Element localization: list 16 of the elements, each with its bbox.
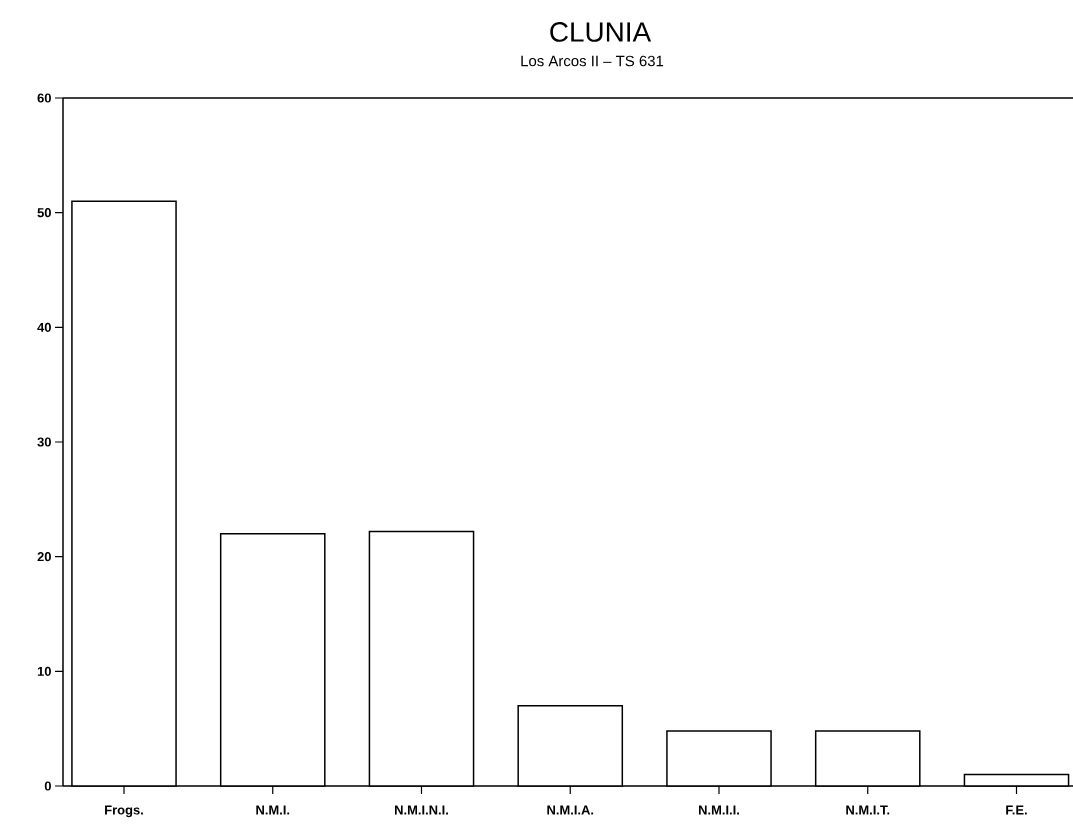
x-tick-label: N.M.I.I. bbox=[698, 805, 739, 815]
y-tick-label: 60 bbox=[37, 93, 51, 103]
y-tick-label: 0 bbox=[44, 781, 51, 791]
x-tick-label: Frogs. bbox=[105, 805, 143, 818]
y-tick-label: 40 bbox=[37, 322, 51, 332]
x-tick-label: F.E. bbox=[1006, 805, 1027, 815]
x-tick-label: N.M.I.N.I. bbox=[395, 805, 448, 815]
y-tick-label: 50 bbox=[37, 208, 51, 218]
x-tick-label: N.M.I.T. bbox=[846, 805, 890, 815]
y-tick-label: 10 bbox=[37, 666, 51, 676]
chart-subtitle: Los Arcos II – TS 631 bbox=[521, 55, 664, 67]
x-tick-label: N.M.I. bbox=[256, 805, 290, 815]
y-tick-label: 30 bbox=[37, 437, 51, 447]
chart-title: CLUNIA bbox=[550, 22, 652, 42]
y-tick-label: 20 bbox=[37, 552, 51, 562]
x-tick-label: N.M.I.A. bbox=[547, 805, 594, 815]
